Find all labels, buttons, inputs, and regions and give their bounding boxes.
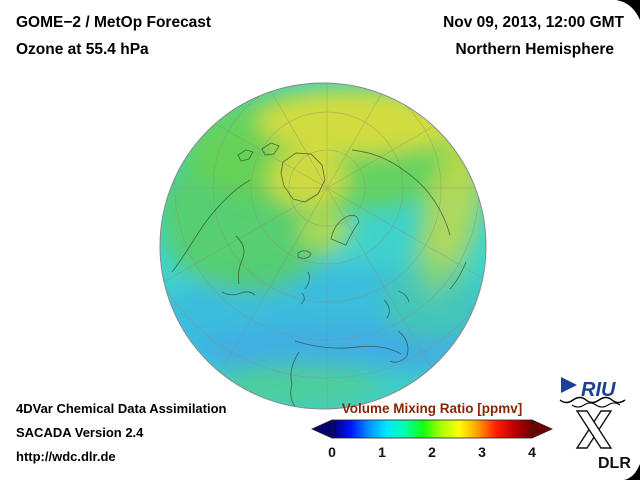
riu-wave-icon	[571, 402, 621, 408]
colorbar-ticks: 0 1 2 3 4	[328, 444, 536, 460]
header-left: GOME−2 / MetOp Forecast Ozone at 55.4 hP…	[16, 9, 211, 63]
header-right: Nov 09, 2013, 12:00 GMT Northern Hemisph…	[443, 9, 624, 63]
footer: 4DVar Chemical Data Assimilation SACADA …	[16, 397, 227, 469]
colorbar-gradient-bar	[331, 419, 533, 439]
colorbar-tick-1: 1	[378, 444, 386, 460]
dlr-emblem-icon	[575, 410, 613, 449]
dlr-logo-text: DLR	[598, 455, 631, 472]
dlr-logo: DLR	[575, 410, 631, 472]
footer-line-version: SACADA Version 2.4	[16, 425, 144, 440]
level-title: Ozone at 55.4 hPa	[16, 41, 149, 58]
product-title: GOME−2 / MetOp Forecast	[16, 14, 212, 31]
coastlines	[171, 142, 467, 409]
ozone-region-asia-green	[382, 258, 482, 342]
riu-logo: RIU	[559, 377, 626, 408]
colorbar-tick-2: 2	[428, 444, 436, 460]
footer-line-url: http://wdc.dlr.de	[16, 449, 116, 464]
colorbar-arrow-left	[311, 419, 333, 439]
riu-wave-icon	[559, 396, 626, 404]
footer-line-assimilation: 4DVar Chemical Data Assimilation	[16, 401, 227, 416]
globe	[159, 82, 487, 410]
colorbar-tick-4: 4	[528, 444, 536, 460]
riu-logo-text: RIU	[581, 379, 616, 401]
colorbar-legend: Volume Mixing Ratio [ppmv] 0 1 2 3 4	[311, 401, 553, 460]
datetime-label: Nov 09, 2013, 12:00 GMT	[443, 14, 624, 31]
hemisphere-label: Northern Hemisphere	[455, 41, 614, 58]
colorbar-title: Volume Mixing Ratio [ppmv]	[342, 401, 523, 416]
globe-outline	[159, 82, 487, 410]
ozone-region-greenland-yellow	[268, 148, 348, 208]
screen-corner-bottom-right	[624, 464, 640, 480]
riu-triangle-icon	[561, 377, 577, 393]
colorbar-tick-3: 3	[478, 444, 486, 460]
screen-corner-top-right	[616, 0, 640, 20]
graticule	[160, 83, 486, 409]
ozone-region-scandinavia-spot	[298, 211, 352, 251]
colorbar-arrow-right	[531, 419, 553, 439]
colorbar-tick-0: 0	[328, 444, 336, 460]
